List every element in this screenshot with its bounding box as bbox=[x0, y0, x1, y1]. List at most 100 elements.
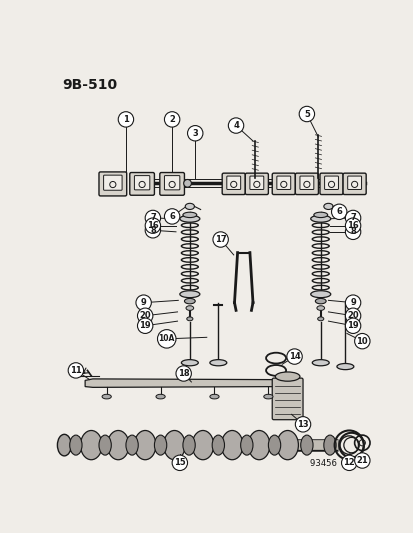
Text: 93456  510: 93456 510 bbox=[309, 459, 363, 468]
Ellipse shape bbox=[336, 364, 353, 370]
FancyBboxPatch shape bbox=[294, 173, 318, 195]
Ellipse shape bbox=[192, 431, 213, 460]
Circle shape bbox=[344, 318, 360, 334]
Circle shape bbox=[230, 181, 236, 188]
Ellipse shape bbox=[69, 435, 82, 455]
Text: 6: 6 bbox=[335, 207, 341, 216]
Ellipse shape bbox=[323, 203, 332, 209]
FancyBboxPatch shape bbox=[134, 175, 150, 190]
Circle shape bbox=[286, 349, 301, 364]
Circle shape bbox=[68, 363, 83, 378]
Ellipse shape bbox=[179, 215, 199, 222]
Ellipse shape bbox=[311, 360, 328, 366]
Text: 7: 7 bbox=[349, 213, 355, 222]
Text: 2: 2 bbox=[169, 115, 175, 124]
FancyBboxPatch shape bbox=[222, 173, 244, 195]
FancyBboxPatch shape bbox=[347, 176, 361, 189]
Circle shape bbox=[341, 455, 356, 471]
Text: 9: 9 bbox=[140, 298, 146, 307]
Circle shape bbox=[164, 209, 179, 224]
Text: 16: 16 bbox=[147, 221, 158, 230]
Text: 20: 20 bbox=[347, 311, 358, 320]
Circle shape bbox=[344, 218, 360, 233]
Circle shape bbox=[354, 453, 369, 468]
Circle shape bbox=[145, 218, 160, 233]
Ellipse shape bbox=[185, 203, 194, 209]
Ellipse shape bbox=[317, 317, 323, 321]
Text: 17: 17 bbox=[214, 235, 226, 244]
Text: 5: 5 bbox=[303, 109, 309, 118]
Ellipse shape bbox=[102, 394, 111, 399]
Ellipse shape bbox=[315, 298, 325, 304]
Circle shape bbox=[344, 210, 360, 225]
Circle shape bbox=[253, 181, 259, 188]
Circle shape bbox=[176, 366, 191, 381]
Text: 7: 7 bbox=[150, 213, 155, 222]
Ellipse shape bbox=[323, 435, 335, 455]
FancyBboxPatch shape bbox=[103, 175, 122, 190]
Ellipse shape bbox=[211, 435, 224, 455]
Text: 4: 4 bbox=[233, 121, 238, 130]
Circle shape bbox=[351, 181, 357, 188]
Text: 12: 12 bbox=[342, 458, 354, 467]
Ellipse shape bbox=[184, 298, 195, 304]
Ellipse shape bbox=[57, 434, 71, 456]
Text: 1: 1 bbox=[123, 115, 128, 124]
Circle shape bbox=[303, 181, 309, 188]
Circle shape bbox=[172, 455, 187, 471]
Circle shape bbox=[331, 204, 346, 220]
Circle shape bbox=[228, 118, 243, 133]
Ellipse shape bbox=[181, 360, 198, 366]
Circle shape bbox=[145, 223, 160, 238]
Circle shape bbox=[145, 210, 160, 225]
Ellipse shape bbox=[221, 431, 242, 460]
Circle shape bbox=[137, 318, 152, 334]
Text: 8: 8 bbox=[349, 227, 355, 236]
Text: 21: 21 bbox=[356, 456, 367, 465]
Ellipse shape bbox=[80, 431, 102, 460]
Circle shape bbox=[157, 329, 176, 348]
Text: 20: 20 bbox=[139, 311, 151, 320]
Ellipse shape bbox=[248, 431, 269, 460]
FancyBboxPatch shape bbox=[129, 173, 154, 195]
Text: 6: 6 bbox=[169, 212, 175, 221]
Ellipse shape bbox=[107, 431, 129, 460]
Circle shape bbox=[169, 181, 175, 188]
Circle shape bbox=[294, 417, 310, 432]
Ellipse shape bbox=[186, 317, 192, 321]
Ellipse shape bbox=[179, 290, 199, 297]
Ellipse shape bbox=[183, 212, 196, 217]
Circle shape bbox=[344, 308, 360, 324]
Ellipse shape bbox=[275, 372, 299, 381]
Ellipse shape bbox=[126, 435, 138, 455]
FancyBboxPatch shape bbox=[249, 176, 263, 189]
Ellipse shape bbox=[163, 431, 185, 460]
Circle shape bbox=[344, 295, 360, 310]
Ellipse shape bbox=[310, 215, 330, 222]
Text: 18: 18 bbox=[178, 369, 189, 378]
FancyBboxPatch shape bbox=[276, 176, 290, 189]
Polygon shape bbox=[85, 379, 291, 387]
Ellipse shape bbox=[154, 435, 166, 455]
FancyBboxPatch shape bbox=[159, 173, 184, 195]
Ellipse shape bbox=[134, 431, 156, 460]
Ellipse shape bbox=[156, 394, 165, 399]
Circle shape bbox=[137, 308, 152, 324]
Ellipse shape bbox=[313, 212, 327, 217]
FancyBboxPatch shape bbox=[272, 378, 302, 419]
Ellipse shape bbox=[300, 435, 312, 455]
FancyBboxPatch shape bbox=[319, 173, 342, 195]
Circle shape bbox=[135, 295, 151, 310]
Text: 19: 19 bbox=[139, 321, 151, 330]
Circle shape bbox=[183, 180, 191, 187]
Text: 13: 13 bbox=[297, 420, 308, 429]
FancyBboxPatch shape bbox=[244, 173, 268, 195]
Ellipse shape bbox=[99, 435, 111, 455]
Ellipse shape bbox=[276, 431, 298, 460]
Circle shape bbox=[344, 224, 360, 239]
Text: 19: 19 bbox=[347, 321, 358, 330]
Ellipse shape bbox=[310, 290, 330, 297]
Circle shape bbox=[280, 181, 286, 188]
Text: 10: 10 bbox=[356, 337, 367, 346]
Circle shape bbox=[212, 232, 228, 247]
